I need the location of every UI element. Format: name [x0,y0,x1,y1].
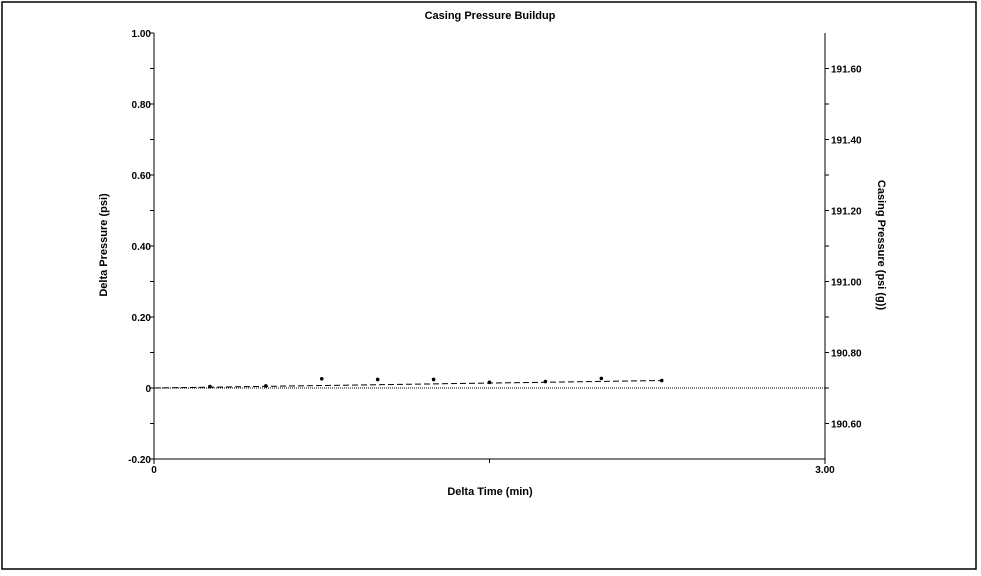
data-point [375,377,380,382]
y2-tick-label: 191.40 [831,136,862,147]
chart-title: Casing Pressure Buildup [425,10,556,22]
y2-tick-label: 191.20 [831,207,862,218]
x-tick-label: 3.00 [815,465,835,476]
y-tick-label: 0.40 [132,242,152,253]
y-tick-label: 0.80 [132,100,152,111]
x-tick-label: 0 [151,465,157,476]
data-point [599,376,604,381]
data-point [659,378,664,383]
axes-group [153,33,826,460]
y-tick-label: 0 [145,384,151,395]
y2-axis-label: Casing Pressure (psi (g)) [875,180,887,311]
ticks-group: 1.000.800.600.400.200-0.20191.60191.4019… [128,29,862,476]
y2-tick-label: 191.60 [831,65,862,76]
trend-line [153,380,662,389]
data-point [431,377,436,382]
data-point [264,384,268,388]
y-tick-label: -0.20 [128,455,151,466]
y2-tick-label: 190.80 [831,349,862,360]
y-tick-label: 0.60 [132,171,152,182]
y2-tick-label: 191.00 [831,278,862,289]
y-axis-label: Delta Pressure (psi) [98,193,110,297]
y-tick-label: 1.00 [132,29,152,40]
marks-group [153,376,825,389]
y-tick-label: 0.20 [132,313,152,324]
x-axis-label: Delta Time (min) [447,486,533,498]
y2-tick-label: 190.60 [831,420,862,431]
data-point [208,384,212,389]
data-point [319,376,324,381]
data-point [487,380,492,385]
data-point [543,379,548,384]
